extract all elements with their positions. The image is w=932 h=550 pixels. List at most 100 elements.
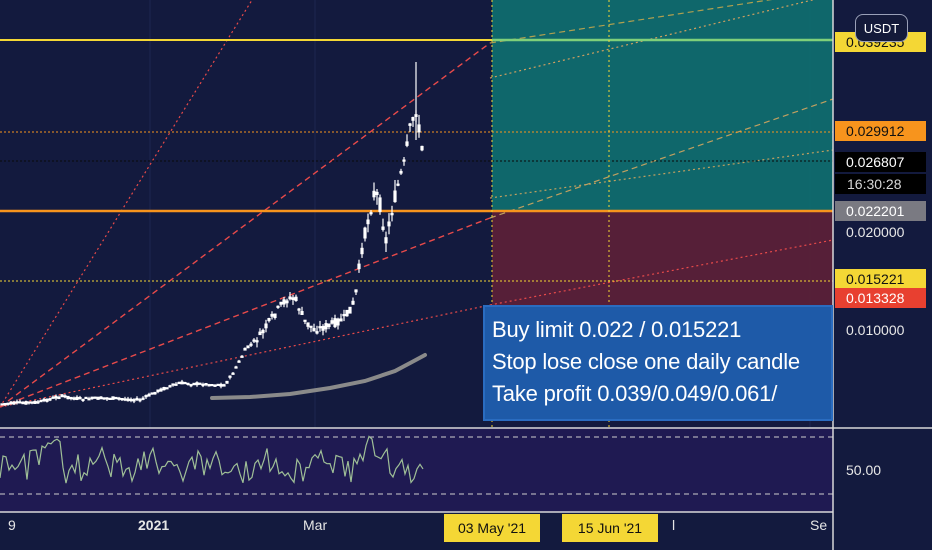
candle-body (171, 383, 175, 386)
candle-body (312, 328, 316, 332)
candle-body (81, 398, 85, 401)
candle-body (408, 123, 412, 126)
candle-body (36, 401, 40, 404)
candle-body (189, 384, 193, 387)
candle-body (105, 397, 109, 400)
candle-body (237, 360, 241, 363)
candle-body (78, 397, 82, 400)
candle-body (150, 392, 154, 395)
candle-body (285, 300, 289, 304)
candle-body (393, 190, 397, 203)
note-line-1: Buy limit 0.022 / 0.015221 (492, 317, 742, 342)
candle-body (165, 387, 169, 390)
candle-body (213, 384, 217, 387)
candle-body (51, 396, 55, 399)
candle-body (387, 221, 391, 227)
candle-body (120, 398, 124, 401)
trade-note[interactable]: Buy limit 0.022 / 0.015221 Stop lose clo… (483, 305, 833, 421)
candle-body (180, 381, 184, 385)
candle-body (273, 313, 277, 319)
candle-body (39, 400, 43, 403)
candle-body (336, 318, 340, 326)
candle-body (264, 323, 268, 329)
candle-body (396, 183, 400, 186)
entry-price-label: 0.022201 (835, 201, 926, 221)
target-zone (492, 0, 833, 211)
candle-body (99, 396, 103, 400)
candle-body (246, 345, 250, 349)
candle-body (132, 399, 136, 402)
candle-body (123, 398, 127, 401)
candle-body (378, 197, 382, 212)
candle-body (162, 387, 166, 391)
limit-price-label: 0.015221 (835, 269, 926, 289)
candle-body (282, 299, 286, 305)
candle-body (291, 297, 295, 300)
candle-body (183, 382, 187, 385)
candle-body (198, 382, 202, 385)
candle-body (375, 191, 379, 195)
candle-body (219, 383, 223, 387)
time-label-sep: Se (810, 517, 828, 533)
candle-body (93, 396, 97, 399)
candle-body (33, 400, 37, 404)
moving-average-line (210, 353, 427, 400)
candle-body (345, 309, 349, 317)
time-label-l: l (672, 517, 676, 533)
candle-body (279, 301, 283, 305)
candle-body (267, 318, 271, 322)
candle-body (228, 375, 232, 378)
candle-body (0, 403, 4, 406)
candle-body (15, 401, 19, 404)
candle-body (288, 296, 292, 300)
candle-body (366, 219, 370, 225)
candle-body (126, 398, 130, 402)
candle-body (210, 384, 214, 387)
candle-body (381, 226, 385, 230)
candle-body (72, 397, 76, 400)
candle-body (384, 237, 388, 244)
candle-body (321, 326, 325, 331)
candle-body (297, 308, 301, 311)
candle-body (111, 396, 115, 400)
candle-body (90, 396, 94, 400)
current-price-label: 0.026807 (835, 152, 926, 172)
candle-body (96, 396, 100, 400)
candle-body (294, 296, 298, 301)
candle-body (201, 383, 205, 387)
candle-body (318, 326, 322, 329)
candle-body (405, 141, 409, 146)
candle-body (399, 170, 403, 174)
candle-body (168, 385, 172, 388)
candle-body (276, 305, 280, 308)
candle-body (240, 355, 244, 358)
currency-button[interactable]: USDT (855, 14, 908, 42)
candle-body (411, 116, 415, 121)
candle-body (216, 383, 220, 386)
candle-body (207, 384, 211, 387)
candle-body (6, 402, 10, 405)
candle-body (351, 300, 355, 305)
time-label-mar: Mar (303, 517, 328, 533)
candle-body (225, 380, 229, 384)
candle-body (186, 382, 190, 385)
candle-body (324, 323, 328, 330)
candles (0, 62, 424, 406)
axis-price-020000: 0.020000 (846, 224, 905, 240)
candle-body (315, 331, 319, 334)
date-label-may: 03 May '21 (444, 514, 540, 542)
candle-body (117, 397, 121, 400)
candle-body (54, 395, 58, 399)
candle-body (363, 227, 367, 239)
candle-body (84, 396, 88, 399)
candle-body (261, 329, 265, 334)
candle-body (12, 401, 16, 405)
countdown-label: 16:30:28 (835, 174, 926, 194)
candle-body (18, 401, 22, 404)
candle-body (303, 319, 307, 322)
candle-body (138, 399, 142, 402)
candle-body (222, 384, 226, 387)
candle-body (357, 263, 361, 270)
candle-body (156, 389, 160, 393)
